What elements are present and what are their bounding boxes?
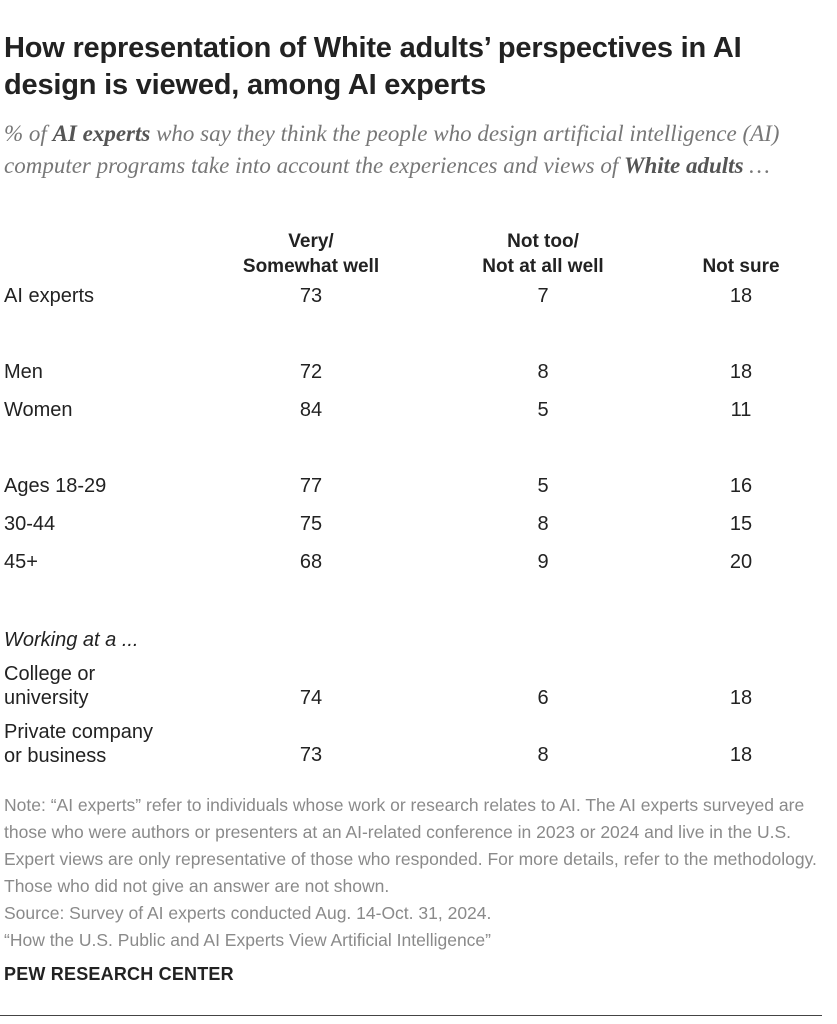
data-cell: 8	[537, 361, 549, 383]
data-cell: 77	[299, 475, 323, 497]
subtitle-text: % of	[4, 121, 53, 146]
note-text: Note: “AI experts” refer to individuals …	[4, 795, 817, 896]
row-label: College or university	[4, 663, 96, 709]
data-cell: 73	[299, 285, 323, 307]
footnote: Note: “AI experts” refer to individuals …	[4, 792, 834, 954]
column-header: Not too/Not at all well	[482, 231, 604, 277]
data-cell: 8	[537, 744, 549, 766]
subtitle-emphasis-white-adults: White adults	[624, 153, 744, 178]
row-label: Ages 18-29	[4, 475, 107, 497]
subtitle-text: who say they think the people who design…	[4, 121, 780, 178]
data-cell: 6	[537, 687, 549, 709]
report-title: “How the U.S. Public and AI Experts View…	[4, 930, 491, 950]
data-cell: 74	[299, 687, 323, 709]
data-cell: 73	[299, 744, 323, 766]
row-label: Working at a ...	[4, 629, 139, 651]
pew-logo: PEW RESEARCH CENTER	[4, 964, 234, 984]
data-cell: 18	[729, 361, 753, 383]
data-cell: 8	[537, 513, 549, 535]
data-cell: 9	[537, 551, 549, 573]
data-cell: 68	[299, 551, 323, 573]
row-label: Private company or business	[4, 721, 153, 767]
column-header: Not sure	[702, 256, 780, 277]
row-label: 45+	[4, 551, 38, 573]
subtitle-emphasis-ai-experts: AI experts	[52, 121, 151, 146]
chart-subtitle: % of AI experts who say they think the p…	[4, 118, 832, 182]
row-label: AI experts	[4, 285, 95, 307]
source-text: Source: Survey of AI experts conducted A…	[4, 903, 492, 923]
data-cell: 72	[299, 361, 323, 383]
data-cell: 18	[729, 285, 753, 307]
data-cell: 7	[537, 285, 549, 307]
data-cell: 5	[537, 399, 549, 421]
data-cell: 15	[729, 513, 753, 535]
row-label: Men	[4, 361, 43, 383]
column-header: Very/Somewhat well	[242, 231, 380, 277]
data-cell: 84	[299, 399, 323, 421]
data-cell: 18	[729, 687, 753, 709]
row-label: 30-44	[4, 513, 56, 535]
data-cell: 20	[729, 551, 753, 573]
bottom-divider	[0, 1015, 822, 1016]
subtitle-text: …	[743, 153, 770, 178]
data-cell: 18	[729, 744, 753, 766]
row-label: Women	[4, 399, 73, 421]
chart-title: How representation of White adults’ pers…	[4, 32, 742, 101]
data-cell: 75	[299, 513, 323, 535]
data-cell: 5	[537, 475, 549, 497]
data-cell: 16	[729, 475, 753, 497]
data-cell: 11	[730, 399, 752, 421]
